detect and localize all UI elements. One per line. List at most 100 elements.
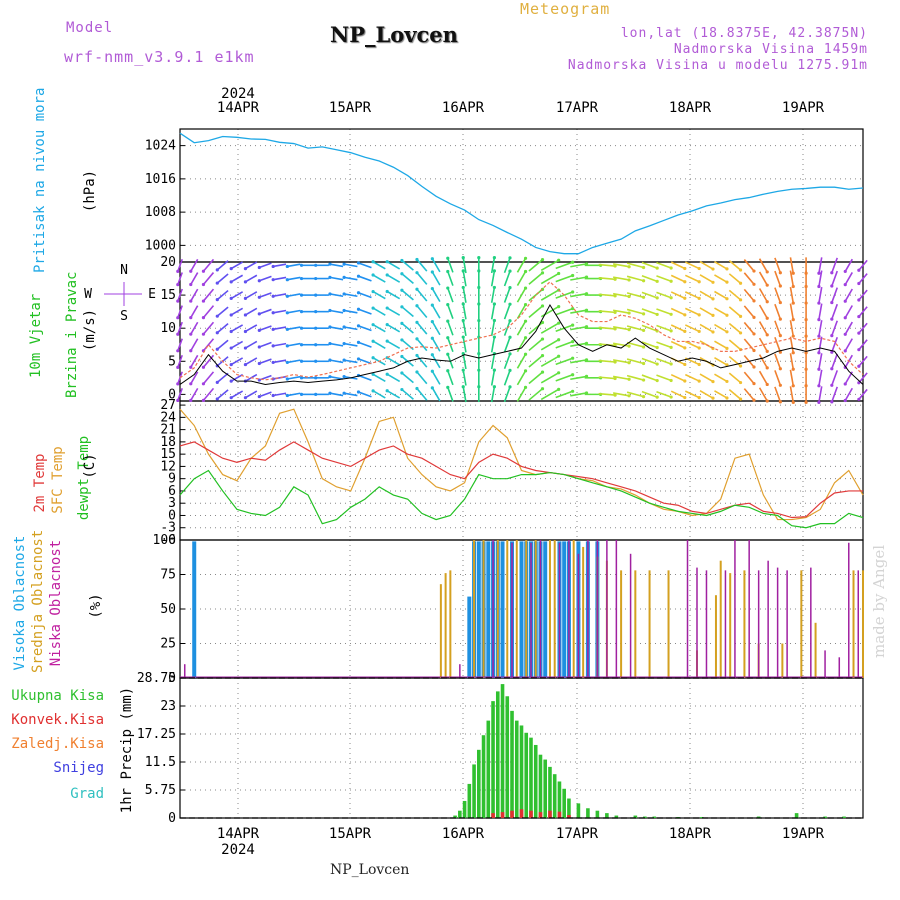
wind-arrowhead-18-1 — [430, 369, 434, 373]
wind-arrow-23-7 — [503, 270, 511, 287]
wind-arrow-6-7 — [259, 275, 272, 282]
wind-arrow-3-6 — [216, 289, 229, 301]
bottom-year-label: 2024 — [221, 842, 255, 858]
wind-arrow-45-6 — [818, 286, 823, 304]
ytick-label-pressure-1: 1008 — [145, 205, 176, 220]
wind-arrow-32-2 — [626, 358, 644, 365]
wind-arrowhead-15-4 — [385, 322, 389, 327]
wind-arrow-48-1 — [858, 372, 868, 384]
precip-total-bar-32 — [652, 816, 657, 818]
wind-arrowhead-26-4 — [557, 321, 561, 325]
wind-arrowhead-34-2 — [669, 362, 673, 366]
wind-arrowhead-9-3 — [299, 343, 304, 347]
wind-arrowhead-38-5 — [725, 313, 729, 317]
wind-arrow-34-8 — [656, 261, 672, 269]
wind-arrowhead-41-3 — [765, 349, 769, 353]
top-date-label-0: 14APR — [217, 100, 260, 116]
wind-arrowhead-40-1 — [752, 381, 756, 386]
wind-arrowhead-15-1 — [385, 372, 389, 376]
wind-arrowhead-22-5 — [492, 302, 496, 306]
cloud-low-bar-18 — [734, 540, 736, 678]
altitude-label: Nadmorska Visina 1459m — [673, 42, 868, 57]
precip-total-bar-2 — [462, 800, 467, 818]
wind-arrow-30-1 — [598, 376, 616, 380]
wind-arrowhead-25-3 — [540, 337, 545, 341]
wind-arrowhead-30-5 — [613, 310, 617, 314]
cloud-low-bar-13 — [629, 553, 632, 678]
ytick-label-temperature-3: 3 — [168, 496, 176, 511]
wind-arrow-41-7 — [758, 271, 768, 286]
cloud-low-bar-8 — [577, 553, 580, 678]
wind-arrowhead-4-4 — [229, 329, 233, 334]
wind-arrow-42-6 — [774, 287, 782, 303]
wind-arrowhead-33-3 — [655, 345, 659, 350]
wind-arrowhead-40-7 — [752, 282, 756, 286]
wind-arrowhead-13-5 — [356, 307, 361, 311]
wind-arrowhead-8-5 — [285, 311, 289, 315]
wind-arrowhead-48-0 — [857, 397, 861, 401]
wind-arrowhead-46-0 — [830, 400, 834, 404]
wind-arrow-39-3 — [728, 339, 742, 351]
wind-arrow-36-4 — [684, 324, 700, 333]
cloud-low-bar-21 — [767, 560, 769, 678]
wind-arrowhead-43-4 — [791, 334, 795, 338]
wind-arrow-17-0 — [416, 388, 428, 401]
wind-arrowhead-18-7 — [430, 270, 434, 274]
wind-arrowhead-46-5 — [830, 317, 834, 321]
ytick-label-temperature-6: 12 — [160, 459, 176, 474]
wind-arrow-34-4 — [656, 324, 672, 332]
wind-arrowhead-25-8 — [540, 258, 545, 262]
precip-total-bar-23 — [562, 788, 566, 818]
wind-arrow-39-2 — [728, 355, 742, 367]
wind-arrowhead-19-1 — [446, 369, 450, 373]
cloud-low-bar-27 — [848, 542, 850, 678]
wind-arrow-46-8 — [831, 257, 839, 274]
wind-arrow-13-2 — [358, 358, 372, 365]
wind-arrow-41-2 — [758, 354, 768, 369]
wind-arrowhead-18-3 — [430, 336, 434, 340]
wind-arrow-32-5 — [626, 308, 644, 315]
wind-arrow-0-7 — [177, 272, 183, 285]
wind-arrowhead-39-1 — [738, 380, 743, 385]
wind-arrowhead-47-0 — [843, 398, 847, 403]
cloud-low-bar-20 — [757, 570, 760, 678]
wind-arrowhead-19-8 — [446, 256, 450, 260]
ytick-label-temperature-10: 24 — [160, 410, 176, 425]
wind-arrowhead-7-0 — [271, 393, 275, 398]
wind-arrowhead-40-0 — [752, 398, 756, 402]
ytick-label-temperature-1: -3 — [160, 521, 176, 536]
wind-arrowhead-14-7 — [371, 273, 375, 277]
wind-arrowhead-5-0 — [243, 396, 248, 400]
wind-arrow-22-1 — [490, 370, 496, 386]
wind-arrow-32-3 — [626, 341, 644, 348]
wind-arrow-3-8 — [216, 260, 229, 271]
wind-arrow-12-3 — [343, 342, 358, 347]
wind-arrow-43-0 — [789, 386, 795, 403]
wind-arrow-35-8 — [670, 261, 686, 270]
wind-arrow-28-5 — [570, 309, 587, 314]
wind-arrow-4-6 — [230, 291, 244, 300]
wind-arrow-34-1 — [656, 374, 672, 382]
wind-arrow-39-4 — [728, 322, 742, 334]
wind-arrow-31-1 — [612, 375, 630, 381]
wind-arrow-33-5 — [641, 308, 658, 316]
wind-arrowhead-23-7 — [508, 269, 512, 273]
wind-arrowhead-2-5 — [201, 316, 206, 320]
wind-arrowhead-40-3 — [752, 348, 756, 353]
wind-arrow-36-0 — [684, 390, 700, 399]
wind-arrowhead-8-0 — [285, 393, 289, 398]
wind-arrow-3-4 — [216, 323, 229, 334]
wind-arrowhead-26-3 — [557, 338, 561, 342]
wind-arrowhead-0-5 — [176, 316, 180, 320]
wind-arrow-25-7 — [528, 272, 544, 285]
wind-arrowhead-45-3 — [817, 351, 821, 355]
wind-arrow-43-1 — [789, 369, 795, 386]
wind-arrow-19-0 — [447, 387, 454, 402]
wind-arrowhead-44-5 — [804, 317, 808, 322]
ytick-label-temperature-9: 21 — [160, 423, 176, 438]
wind-arrowhead-8-4 — [285, 327, 289, 331]
wind-arrow-31-4 — [612, 325, 630, 331]
wind-arrow-33-1 — [641, 374, 658, 382]
wind-arrowhead-31-4 — [627, 327, 631, 332]
